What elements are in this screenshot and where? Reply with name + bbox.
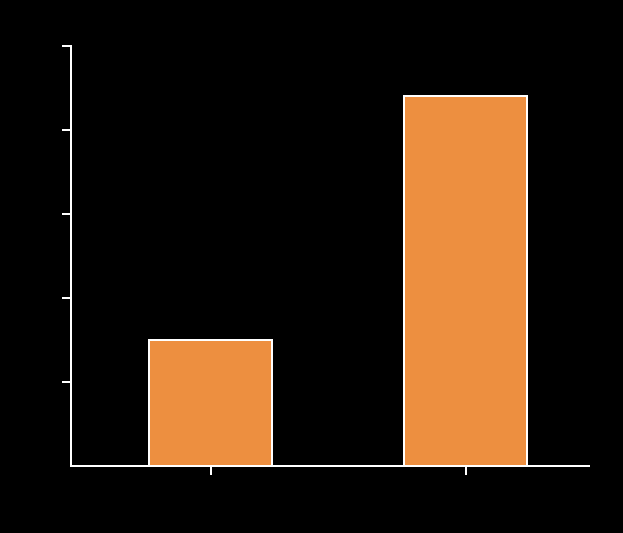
y-axis (70, 45, 72, 465)
bar-chart (0, 0, 623, 533)
y-tick (62, 129, 70, 131)
bar (148, 339, 273, 465)
x-tick (210, 467, 212, 475)
y-tick (62, 213, 70, 215)
y-tick (62, 45, 70, 47)
x-tick (465, 467, 467, 475)
bar (403, 95, 528, 465)
x-axis (70, 465, 590, 467)
plot-area (70, 45, 590, 465)
y-tick (62, 297, 70, 299)
y-tick (62, 381, 70, 383)
